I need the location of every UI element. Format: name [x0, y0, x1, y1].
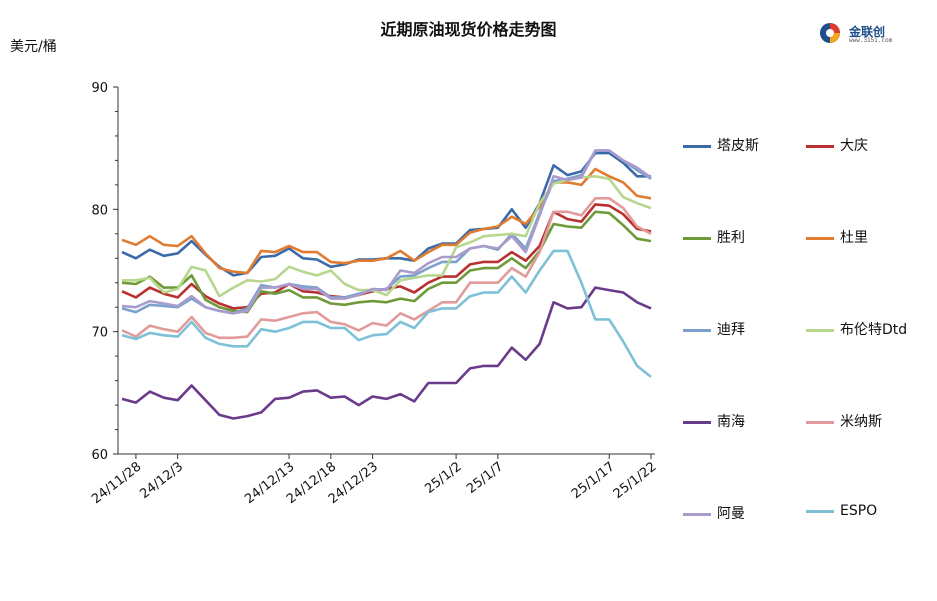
series-line-阿曼	[121, 149, 652, 315]
series-line-胜利	[121, 210, 652, 314]
series-line-米纳斯	[121, 197, 652, 340]
legend-label: 布伦特Dtd	[840, 322, 908, 338]
legend-label: 塔皮斯	[717, 138, 759, 154]
legend-swatch	[683, 420, 711, 424]
series-line-ESPO	[121, 249, 652, 378]
legend-label: 米纳斯	[840, 414, 882, 430]
legend-label: 阿曼	[717, 506, 745, 522]
y-axis-unit: 美元/桶	[10, 39, 57, 55]
legend-label: 迪拜	[717, 322, 745, 338]
y-tick-label: 90	[91, 81, 108, 96]
y-tick-label: 60	[91, 448, 108, 463]
legend-item: 塔皮斯	[683, 135, 759, 155]
x-tick-label: 24/12/3	[137, 459, 186, 502]
legend-swatch	[806, 328, 834, 332]
legend-item: 南海	[683, 411, 745, 431]
legend-swatch	[683, 236, 711, 240]
logo-text: 金联创	[849, 25, 886, 39]
legend-swatch	[683, 512, 711, 516]
x-tick-label: 24/11/28	[89, 459, 144, 507]
legend-item: 米纳斯	[806, 411, 882, 431]
legend-item: 阿曼	[683, 503, 745, 523]
legend-swatch	[806, 144, 834, 148]
y-tick-label: 70	[91, 326, 108, 341]
legend-label: 大庆	[840, 138, 868, 154]
legend-swatch	[806, 509, 834, 513]
legend-swatch	[806, 236, 834, 240]
logo-url: www.315i.com	[849, 37, 893, 44]
legend-item: 胜利	[683, 227, 745, 247]
logo-icon	[820, 23, 840, 43]
legend-swatch	[806, 420, 834, 424]
x-tick-label: 25/1/17	[569, 459, 618, 502]
series-line-南海	[121, 286, 652, 420]
legend-item: 迪拜	[683, 319, 745, 339]
legend-item: 布伦特Dtd	[806, 319, 907, 339]
legend-label: ESPO	[840, 503, 878, 519]
legend-item: 大庆	[806, 135, 868, 155]
legend-label: 南海	[717, 414, 745, 430]
y-tick-label: 80	[91, 203, 108, 218]
legend-label: 胜利	[717, 230, 745, 246]
legend-label: 杜里	[840, 230, 868, 246]
chart-title: 近期原油现货价格走势图	[380, 20, 557, 39]
legend-swatch	[683, 328, 711, 332]
legend-swatch	[683, 144, 711, 148]
legend-item: ESPO	[806, 503, 877, 519]
series-line-布伦特Dtd	[122, 175, 652, 298]
x-tick-label: 25/1/22	[611, 459, 660, 502]
x-tick-label: 25/1/2	[422, 459, 464, 497]
brand-logo: 金联创 www.315i.com	[818, 20, 898, 46]
x-tick-label: 25/1/7	[464, 459, 506, 497]
legend-item: 杜里	[806, 227, 868, 247]
chart-series	[121, 149, 652, 420]
